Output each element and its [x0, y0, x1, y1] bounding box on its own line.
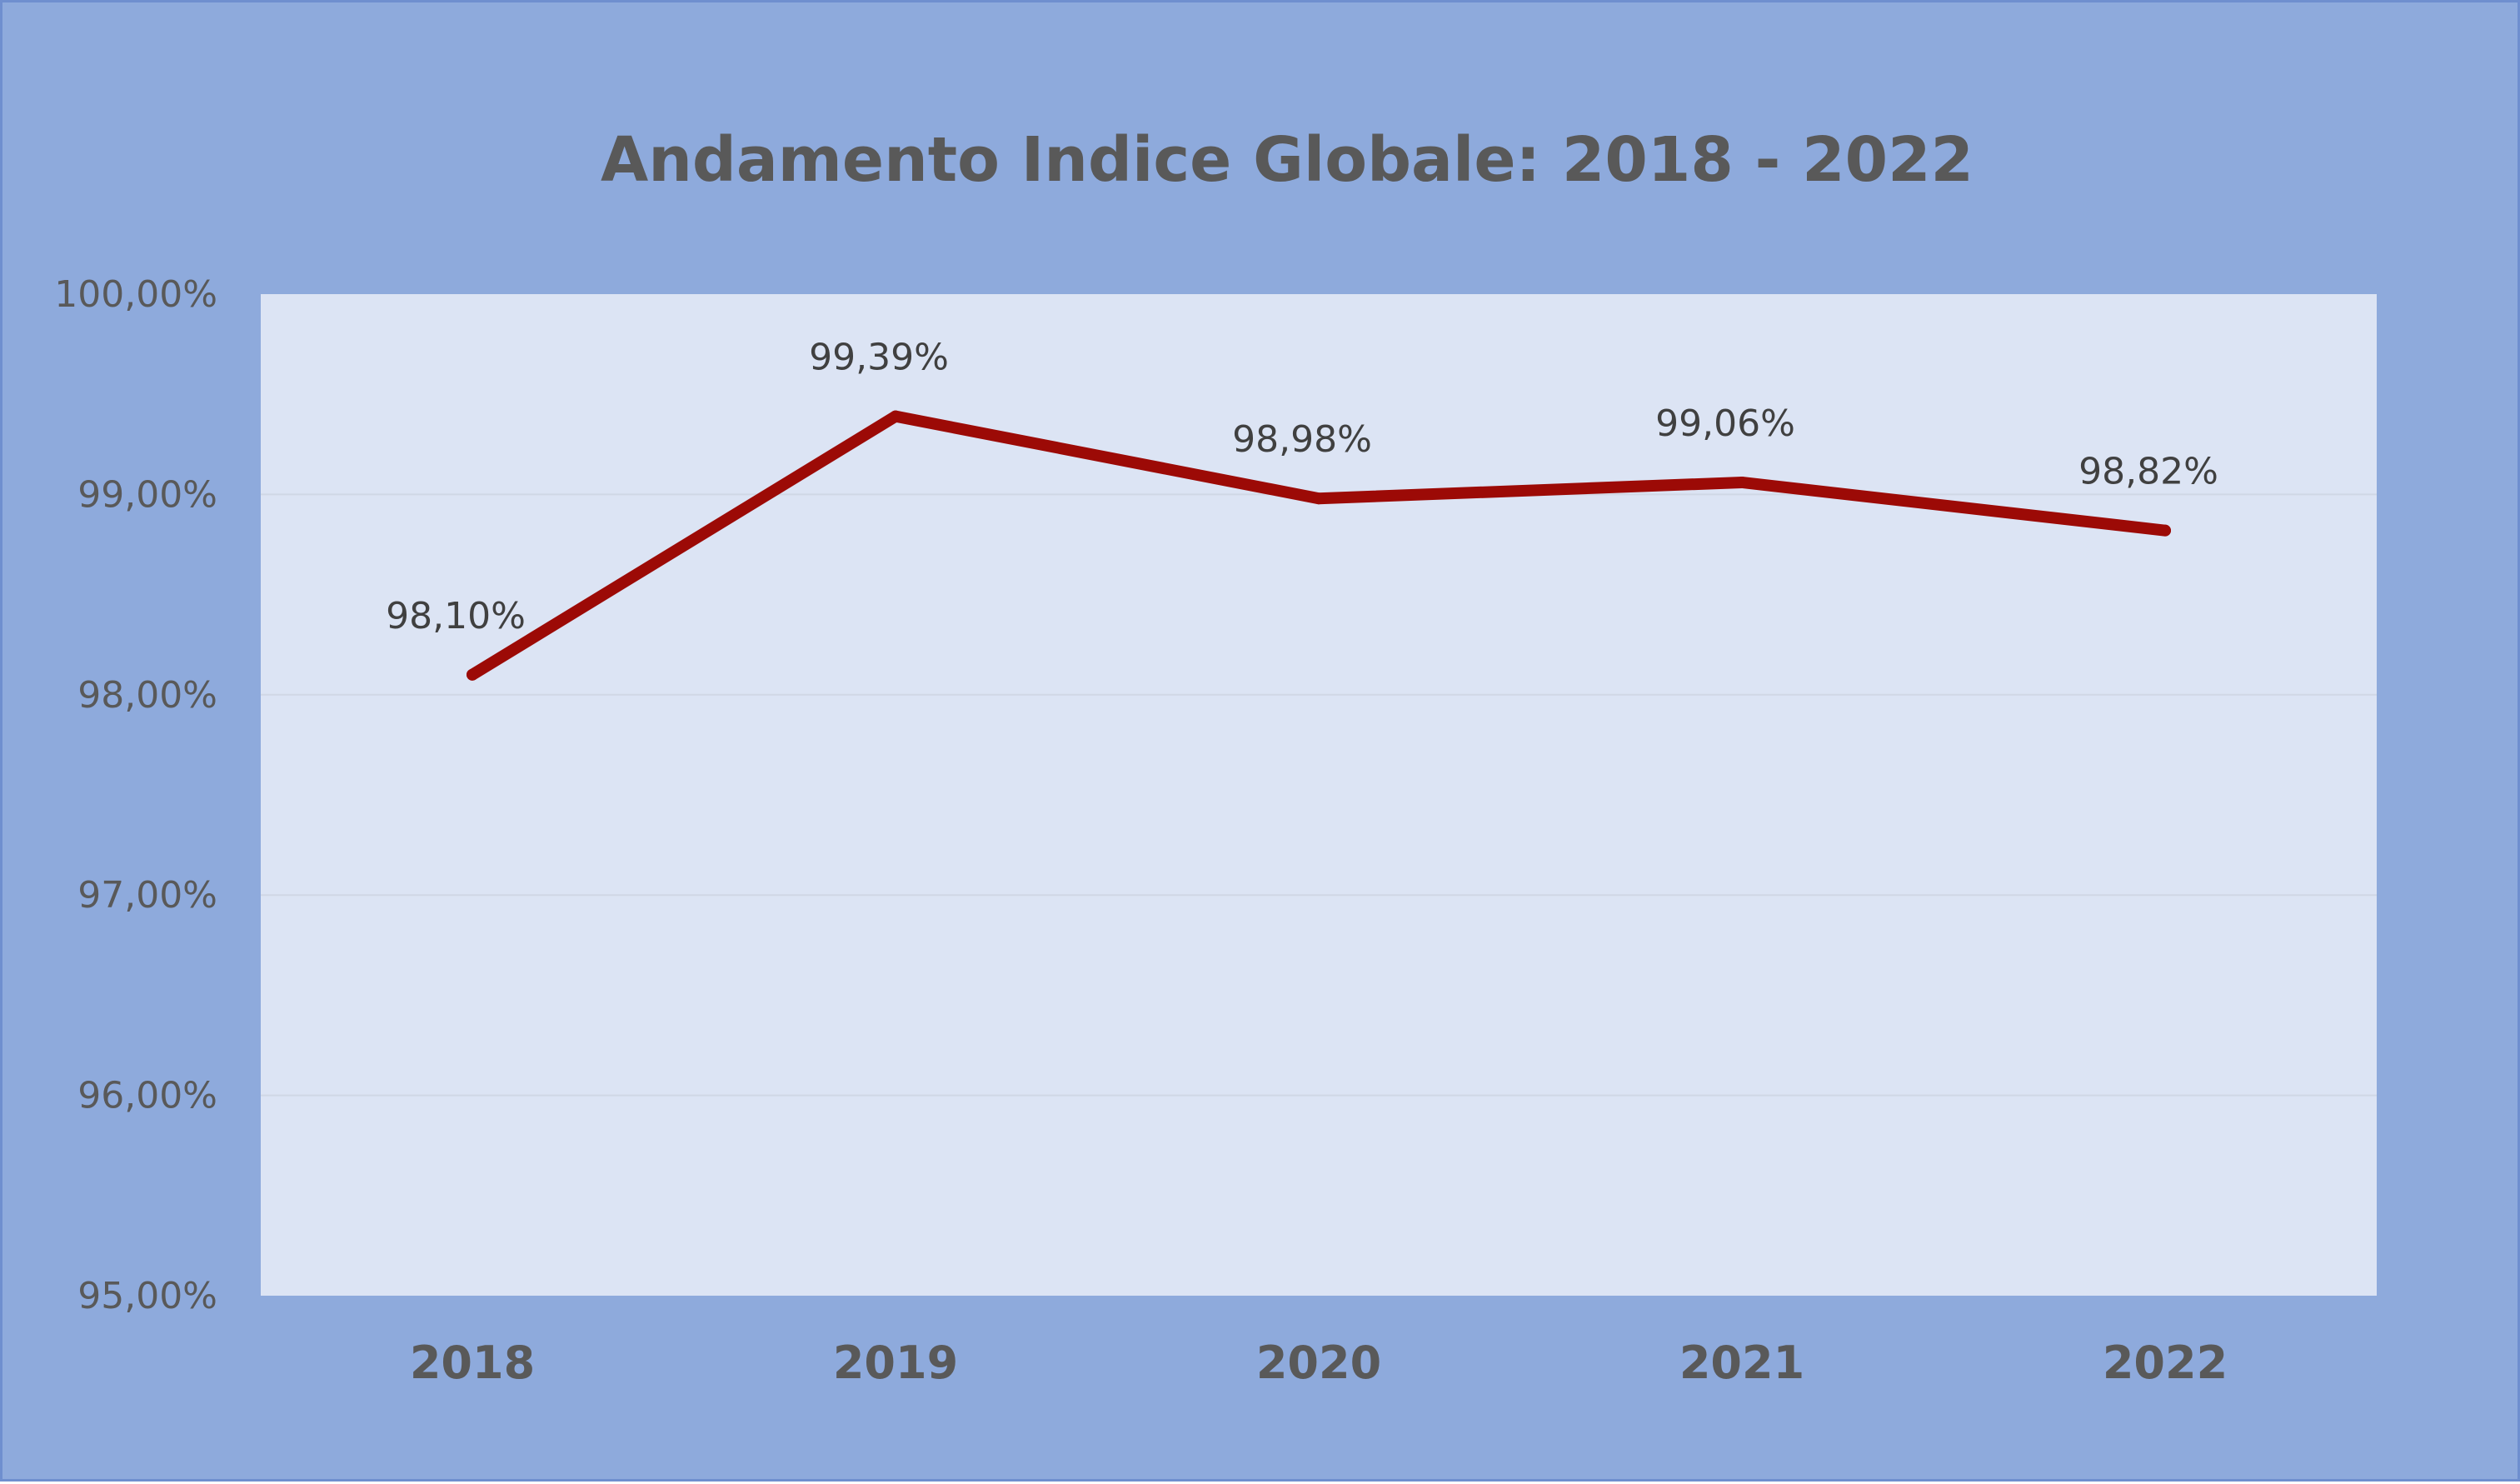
data-label: 99,39% [809, 337, 949, 379]
data-label: 98,82% [2078, 451, 2218, 493]
gridlines [261, 493, 2377, 1097]
x-tick-label: 2022 [2103, 1337, 2228, 1389]
data-point [890, 410, 901, 422]
data-point [467, 668, 478, 681]
data-point [2159, 524, 2171, 537]
y-tick-label: 95,00% [77, 1275, 217, 1317]
chart-title: Andamento Indice Globale: 2018 - 2022 [601, 124, 1974, 196]
y-tick-label: 99,00% [77, 473, 217, 516]
data-labels: 98,10% 99,39% 98,98% 99,06% 98,82% [386, 337, 2218, 637]
y-tick-label: 100,00% [54, 273, 217, 316]
plot-area [261, 294, 2377, 1296]
x-tick-label: 2019 [833, 1337, 958, 1389]
data-point [1736, 476, 1748, 488]
y-tick-label: 96,00% [77, 1075, 217, 1117]
x-tick-label: 2021 [1679, 1337, 1804, 1389]
x-axis: 2018 2019 2020 2021 2022 [410, 1337, 2228, 1389]
x-tick-label: 2020 [1256, 1337, 1381, 1389]
x-tick-label: 2018 [410, 1337, 535, 1389]
data-label: 98,10% [386, 595, 526, 637]
data-point [1313, 492, 1325, 505]
data-label: 98,98% [1232, 418, 1372, 461]
series-layer [467, 410, 2171, 681]
y-tick-label: 98,00% [77, 674, 217, 717]
y-axis: 100,00% 99,00% 98,00% 97,00% 96,00% 95,00% [54, 273, 217, 1317]
data-label: 99,06% [1655, 402, 1795, 445]
y-tick-label: 97,00% [77, 874, 217, 917]
